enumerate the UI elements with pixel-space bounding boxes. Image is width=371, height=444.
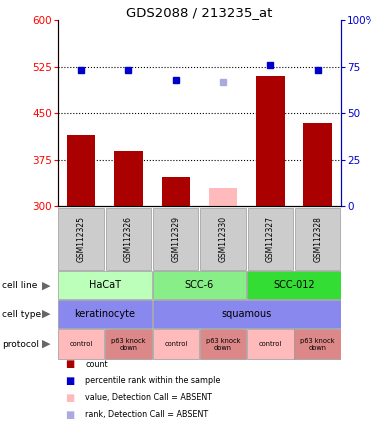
Text: GSM112325: GSM112325	[77, 216, 86, 262]
Text: cell type: cell type	[2, 309, 41, 319]
Bar	[67, 135, 95, 206]
Text: ▶: ▶	[42, 280, 50, 290]
Text: control: control	[69, 341, 93, 347]
Title: GDS2088 / 213235_at: GDS2088 / 213235_at	[126, 6, 273, 19]
Text: GSM112326: GSM112326	[124, 216, 133, 262]
Text: control: control	[164, 341, 187, 347]
Text: rank, Detection Call = ABSENT: rank, Detection Call = ABSENT	[85, 410, 209, 419]
Bar	[153, 208, 198, 270]
Text: protocol: protocol	[2, 340, 39, 349]
Bar	[247, 271, 341, 299]
Bar	[248, 208, 293, 270]
Text: value, Detection Call = ABSENT: value, Detection Call = ABSENT	[85, 393, 212, 402]
Text: cell line: cell line	[2, 281, 37, 290]
Text: ■: ■	[65, 359, 74, 369]
Text: p63 knock
down: p63 knock down	[206, 337, 240, 351]
Text: p63 knock
down: p63 knock down	[111, 337, 146, 351]
Bar	[106, 208, 151, 270]
Text: GSM112330: GSM112330	[219, 216, 227, 262]
Bar	[58, 271, 152, 299]
Bar	[58, 329, 104, 359]
Bar	[59, 208, 104, 270]
Bar	[200, 329, 246, 359]
Text: p63 knock
down: p63 knock down	[301, 337, 335, 351]
Text: GSM112327: GSM112327	[266, 216, 275, 262]
Text: percentile rank within the sample: percentile rank within the sample	[85, 377, 221, 385]
Bar	[200, 208, 246, 270]
Bar	[295, 208, 340, 270]
Bar	[58, 300, 152, 328]
Bar	[152, 271, 246, 299]
Text: GSM112328: GSM112328	[313, 216, 322, 262]
Text: SCC-6: SCC-6	[185, 280, 214, 290]
Text: ■: ■	[65, 393, 74, 403]
Bar	[114, 151, 142, 206]
Text: ■: ■	[65, 376, 74, 386]
Bar	[247, 329, 293, 359]
Bar	[152, 300, 341, 328]
Text: count: count	[85, 360, 108, 369]
Bar	[152, 329, 199, 359]
Bar	[162, 177, 190, 206]
Text: squamous: squamous	[221, 309, 272, 319]
Text: GSM112329: GSM112329	[171, 216, 180, 262]
Bar	[303, 123, 332, 206]
Bar	[105, 329, 152, 359]
Text: ■: ■	[65, 410, 74, 420]
Bar	[295, 329, 341, 359]
Text: control: control	[259, 341, 282, 347]
Text: ▶: ▶	[42, 309, 50, 319]
Text: SCC-012: SCC-012	[273, 280, 315, 290]
Text: ▶: ▶	[42, 339, 50, 349]
Text: keratinocyte: keratinocyte	[74, 309, 135, 319]
Text: HaCaT: HaCaT	[89, 280, 121, 290]
Bar	[209, 188, 237, 206]
Bar	[256, 76, 285, 206]
